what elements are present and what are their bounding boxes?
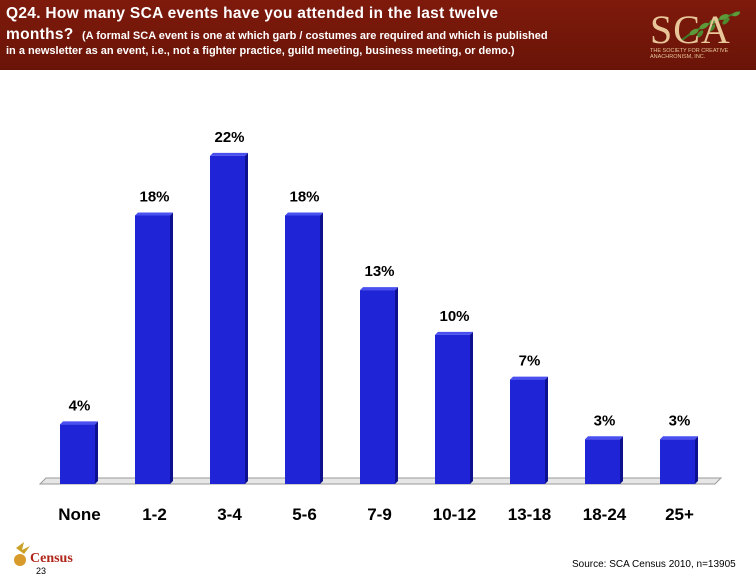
bar-front: [585, 439, 620, 484]
logo-subtitle-line1: THE SOCIETY FOR CREATIVE: [650, 48, 729, 54]
bar-top: [60, 421, 98, 425]
logo-subtitle: THE SOCIETY FOR CREATIVE ANACHRONISM, IN…: [650, 48, 728, 60]
bar-1-2: [135, 212, 173, 484]
census-logo-text: Census: [30, 551, 73, 566]
census-logo: Census: [14, 542, 73, 566]
figure-icon: [14, 554, 26, 566]
x-tick-label: 18-24: [583, 505, 627, 524]
bar-top: [585, 436, 623, 440]
bar-front: [135, 215, 170, 484]
bar-top: [435, 331, 473, 335]
bar-top: [210, 152, 248, 156]
bar-side: [620, 436, 623, 484]
bar-side: [170, 212, 173, 484]
bar-side: [695, 436, 698, 484]
page-number: 23: [36, 566, 47, 576]
bar-top: [660, 436, 698, 440]
bars-group: [60, 152, 698, 484]
question-note: (A formal SCA event is one at which garb…: [82, 30, 548, 42]
bar-front: [660, 439, 695, 484]
logo-text: SCA: [650, 7, 731, 52]
sca-logo: SCA THE SOCIETY FOR CREATIVE ANACHRONISM…: [642, 6, 750, 64]
data-label: 10%: [439, 308, 469, 325]
data-labels-group: 4% 18% 22% 18% 13% 10% 7% 3% 3%: [69, 129, 691, 429]
bar-13-18: [510, 376, 548, 484]
data-label: 3%: [669, 412, 691, 429]
question-note-continued: in a newsletter as an event, i.e., not a…: [6, 45, 515, 57]
bar-top: [135, 212, 173, 216]
x-tick-label: 13-18: [508, 505, 551, 524]
data-label: 4%: [69, 397, 91, 414]
bar-front: [435, 334, 470, 484]
source-note: Source: SCA Census 2010, n=13905: [572, 559, 736, 570]
flame-icon: [16, 542, 30, 554]
x-tick-label: 3-4: [217, 505, 242, 524]
bar-top: [360, 287, 398, 291]
data-label: 22%: [214, 129, 244, 146]
data-label: 18%: [289, 189, 319, 206]
bar-side: [395, 287, 398, 484]
x-tick-label: 10-12: [433, 505, 476, 524]
bar-top: [510, 376, 548, 380]
logo-subtitle-line2: ANACHRONISM, INC.: [650, 54, 706, 60]
header-banner: Q24. How many SCA events have you attend…: [0, 0, 756, 70]
question-title-continued: months?: [6, 26, 74, 43]
x-tick-label: 7-9: [367, 505, 392, 524]
bar-top: [285, 212, 323, 216]
x-tick-label: 25+: [665, 505, 694, 524]
question-title: Q24. How many SCA events have you attend…: [6, 5, 499, 22]
bar-front: [210, 155, 245, 484]
x-tick-label: 5-6: [292, 505, 317, 524]
bar-side: [245, 152, 248, 484]
bar-side: [470, 331, 473, 484]
x-tick-label: None: [58, 505, 101, 524]
bar-front: [60, 424, 95, 484]
data-label: 18%: [139, 189, 169, 206]
bar-chart: 4% 18% 22% 18% 13% 10% 7% 3% 3% None 1-2 3-4 5-6 7-9…: [38, 129, 723, 524]
bar-side: [545, 376, 548, 484]
x-tick-label: 1-2: [142, 505, 167, 524]
bar-3-4: [210, 152, 248, 484]
data-label: 13%: [364, 263, 394, 280]
bar-side: [95, 421, 98, 484]
bar-18-24: [585, 436, 623, 484]
data-label: 7%: [519, 353, 541, 370]
question-line-2: months? (A formal SCA event is one at wh…: [6, 26, 548, 44]
bar-front: [360, 290, 395, 484]
bar-front: [510, 379, 545, 484]
bar-25+: [660, 436, 698, 484]
bar-front: [285, 215, 320, 484]
x-tick-labels-group: None 1-2 3-4 5-6 7-9 10-12 13-18 18-24 25+: [58, 505, 694, 524]
bar-10-12: [435, 331, 473, 484]
bar-None: [60, 421, 98, 484]
data-label: 3%: [594, 412, 616, 429]
bar-7-9: [360, 287, 398, 484]
laurel-icon: [681, 11, 741, 41]
bar-5-6: [285, 212, 323, 484]
bar-side: [320, 212, 323, 484]
